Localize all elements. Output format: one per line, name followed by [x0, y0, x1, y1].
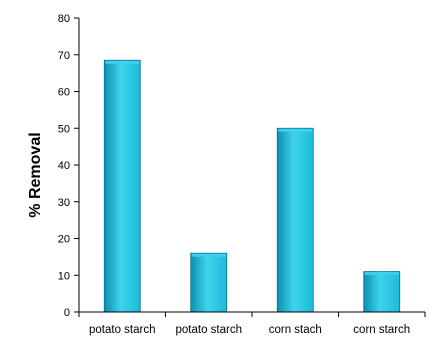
y-tick-label: 20 — [58, 234, 70, 246]
bar-top-highlight — [191, 253, 226, 257]
bar-top-highlight — [364, 272, 399, 276]
bar — [190, 252, 228, 313]
y-tick-label: 70 — [58, 50, 70, 62]
y-tick-label: 80 — [58, 13, 70, 25]
bar — [276, 127, 314, 313]
x-category-label: corn starch — [353, 324, 410, 336]
bar — [103, 59, 141, 313]
y-tick-label: 60 — [58, 87, 70, 99]
y-tick-label: 40 — [58, 160, 70, 172]
bar-top-highlight — [105, 60, 140, 64]
x-category-label: potato starch — [176, 324, 242, 336]
bar — [363, 271, 401, 313]
y-tick-label: 0 — [64, 307, 70, 319]
x-category-label: potato starch — [89, 324, 155, 336]
y-tick-label: 10 — [58, 270, 70, 282]
y-tick-label: 30 — [58, 197, 70, 209]
plot-area: 0 10 20 30 40 50 60 70 80 potato starch potato sta… — [58, 13, 426, 336]
y-tick-label: 50 — [58, 123, 70, 135]
bar-top-highlight — [278, 128, 313, 132]
y-axis-title: % Removal — [27, 132, 44, 217]
x-category-label: corn stach — [269, 324, 322, 336]
